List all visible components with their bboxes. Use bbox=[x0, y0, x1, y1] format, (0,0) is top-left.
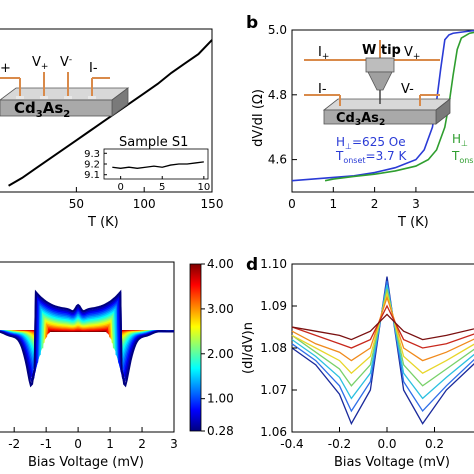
panel-b-ylabel: dV/dI (Ω) bbox=[251, 89, 266, 147]
x-tick-label-c: 2 bbox=[138, 437, 146, 451]
inset-data bbox=[112, 161, 204, 169]
device-b: W tip I+ V+ I- V- Cd3As2 bbox=[304, 40, 452, 128]
x-tick-label-a: 150 bbox=[201, 197, 224, 211]
iplus-label-b: I+ bbox=[318, 45, 329, 62]
y-tick-label-d: 1.10 bbox=[260, 257, 287, 271]
colorbar-tick-label: 4.00 bbox=[207, 257, 234, 271]
vplus-label-a: V+ bbox=[32, 55, 48, 72]
panel-a-data bbox=[8, 39, 213, 187]
panel-c-data bbox=[0, 289, 175, 388]
inset-ticks: 0 5 10 9.19.29.3 bbox=[84, 149, 210, 193]
colorbar-ticks: 4.00 3.00 2.00 1.00 0.28 bbox=[201, 257, 234, 438]
iminus-label-b: I- bbox=[318, 82, 327, 97]
panel-d: d -0.4 -0.2 0.0 0.2 1.06 1.07 1.08 1.09 1.10 Bia… bbox=[241, 255, 474, 470]
vminus-label-a: V- bbox=[60, 55, 72, 70]
inset-y-tick-label: 9.1 bbox=[84, 170, 100, 181]
x-tick-label-c: -1 bbox=[40, 437, 52, 451]
inset-frame bbox=[103, 148, 209, 180]
iminus-label-a: I- bbox=[89, 61, 98, 76]
panel-a: + V+ V- I- Cd3As2 Sample S1 0 5 10 9.19.29.… bbox=[0, 28, 224, 230]
series-label-green: H⊥ bbox=[452, 132, 468, 148]
panel-d-frame bbox=[291, 263, 474, 433]
x-tick-label-d: -0.2 bbox=[328, 437, 351, 451]
y-tick-label-d: 1.07 bbox=[260, 383, 287, 397]
x-tick-label-d: 0.0 bbox=[377, 437, 396, 451]
vplus-label-b: V+ bbox=[404, 45, 420, 62]
colorbar bbox=[189, 263, 202, 432]
colorbar-tick-label: 2.00 bbox=[207, 347, 234, 361]
y-tick-label-b: 5.0 bbox=[268, 23, 287, 37]
colorbar-tick-label: 1.00 bbox=[207, 392, 234, 406]
inset-title: Sample S1 bbox=[119, 135, 188, 150]
panel-d-ylabel: (dI/dV)n bbox=[241, 322, 256, 374]
material-label-a: Cd3As2 bbox=[14, 99, 70, 120]
y-tick-label-b: 4.6 bbox=[268, 153, 287, 167]
inset-x-tick-label: 10 bbox=[197, 182, 210, 193]
x-tick-label-d: -0.4 bbox=[280, 437, 303, 451]
x-tick-label-b: 2 bbox=[371, 197, 379, 211]
panel-b-data bbox=[291, 29, 474, 182]
x-tick-label-a: 100 bbox=[133, 197, 156, 211]
inset-y-tick-label: 9.3 bbox=[84, 149, 100, 160]
material-label-b: Cd3As2 bbox=[336, 111, 385, 128]
x-tick-label-b: 0 bbox=[288, 197, 296, 211]
panel-a-frame bbox=[0, 28, 213, 193]
x-tick-label-c: -2 bbox=[8, 437, 20, 451]
panel-c-frame bbox=[0, 261, 175, 433]
series-line-d-6 bbox=[291, 304, 474, 349]
panel-a-xlabel: T (K) bbox=[87, 215, 119, 230]
iplus-label-a: + bbox=[0, 61, 11, 76]
device-a: + V+ V- I- Cd3As2 bbox=[0, 55, 130, 120]
x-tick-label-b: 3 bbox=[412, 197, 420, 211]
panel-b-xlabel: T (K) bbox=[397, 215, 429, 230]
x-tick-label-d: 0.2 bbox=[425, 437, 444, 451]
onset-label-green: Tonse bbox=[451, 149, 474, 165]
x-tick-label-c: 3 bbox=[170, 437, 178, 451]
inset-x-tick-label: 0 bbox=[117, 182, 123, 193]
series-line-b-1 bbox=[324, 31, 474, 182]
colorbar-tick-label: 3.00 bbox=[207, 302, 234, 316]
colorbar-tick-label: 0.28 bbox=[207, 424, 234, 438]
y-tick-label-d: 1.06 bbox=[260, 425, 287, 439]
panel-label-d: d bbox=[246, 255, 258, 275]
series-line-d-4 bbox=[291, 290, 474, 375]
x-tick-label-c: 0 bbox=[74, 437, 82, 451]
onset-label-blue: Tonset=3.7 K bbox=[335, 149, 408, 165]
panel-d-data bbox=[291, 276, 474, 426]
panel-c-xlabel: Bias Voltage (mV) bbox=[28, 455, 144, 470]
y-tick-label-b: 4.8 bbox=[268, 88, 287, 102]
y-tick-label-d: 1.08 bbox=[260, 341, 287, 355]
panel-c-ticks: -2 -1 0 1 2 3 bbox=[8, 427, 178, 451]
series-label-blue: H⊥=625 Oe bbox=[336, 135, 406, 151]
spectrum-c bbox=[0, 289, 175, 388]
inset-x-tick-label: 5 bbox=[159, 182, 165, 193]
panel-a-ticks: 50 100 150 bbox=[69, 187, 224, 211]
panel-b-ticks: 0 1 2 3 4.6 4.8 5.0 bbox=[268, 23, 420, 211]
panel-b: b W tip I+ V+ I- V- Cd3 bbox=[246, 13, 474, 230]
tip-label-b: W tip bbox=[362, 43, 401, 58]
panel-d-xlabel: Bias Voltage (mV) bbox=[334, 455, 450, 470]
series-line-a bbox=[8, 39, 213, 187]
vminus-label-b: V- bbox=[401, 82, 414, 97]
x-tick-label-a: 50 bbox=[69, 197, 84, 211]
panel-b-frame bbox=[291, 29, 474, 193]
inset-line bbox=[112, 161, 204, 169]
panel-d-ticks: -0.4 -0.2 0.0 0.2 1.06 1.07 1.08 1.09 1.10 bbox=[260, 257, 444, 451]
y-tick-label-d: 1.09 bbox=[260, 299, 287, 313]
series-line-b-0 bbox=[291, 29, 474, 182]
series-line-d-7 bbox=[291, 313, 474, 341]
inset-y-tick-label: 9.2 bbox=[84, 160, 100, 171]
x-tick-label-c: 1 bbox=[106, 437, 114, 451]
panel-label-b: b bbox=[246, 13, 258, 33]
x-tick-label-b: 1 bbox=[329, 197, 337, 211]
